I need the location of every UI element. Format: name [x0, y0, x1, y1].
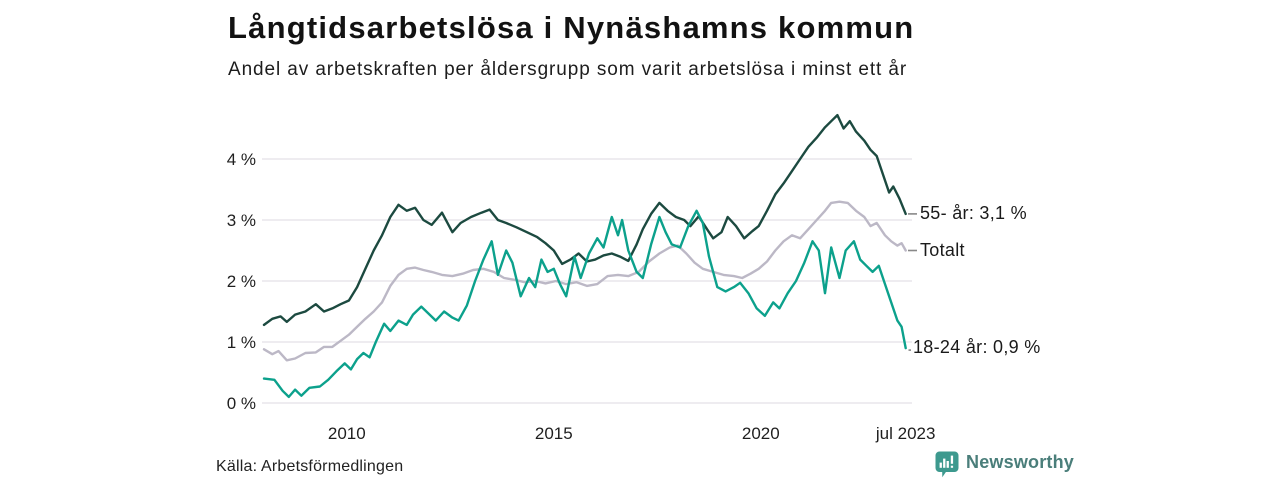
- y-axis-tick-label: 1 %: [226, 332, 256, 352]
- newsworthy-chart-bubble-icon: [935, 451, 959, 478]
- series-line-55- år: [262, 113, 907, 327]
- x-axis-tick-label: jul 2023: [875, 424, 936, 443]
- newsworthy-wordmark: Newsworthy: [966, 452, 1075, 472]
- series-line-18-24 år: [262, 209, 907, 399]
- series-end-label-18-24: 18-24 år: 0,9 %: [913, 337, 1041, 358]
- y-axis-tick-label: 3 %: [226, 210, 256, 230]
- x-axis-tick-label: 2015: [534, 424, 573, 443]
- y-axis-tick-label: 2 %: [226, 271, 256, 291]
- series-end-label-total: Totalt: [920, 239, 965, 260]
- series-end-label-55plus: 55- år: 3,1 %: [920, 202, 1027, 223]
- series-line-Totalt: [262, 200, 907, 362]
- y-axis-tick-label: 0 %: [226, 393, 256, 413]
- chart-subtitle: Andel av arbetskraften per åldersgrupp s…: [228, 59, 908, 80]
- x-axis-tick-label: 2010: [327, 424, 366, 443]
- x-axis-tick-label: 2020: [741, 424, 780, 443]
- newsworthy-logo: Newsworthy: [935, 451, 1074, 478]
- source-attribution: Källa: Arbetsförmedlingen: [216, 458, 404, 475]
- chart-title: Långtidsarbetslösa i Nynäshamns kommun: [228, 10, 915, 45]
- y-axis-tick-label: 4 %: [226, 149, 256, 169]
